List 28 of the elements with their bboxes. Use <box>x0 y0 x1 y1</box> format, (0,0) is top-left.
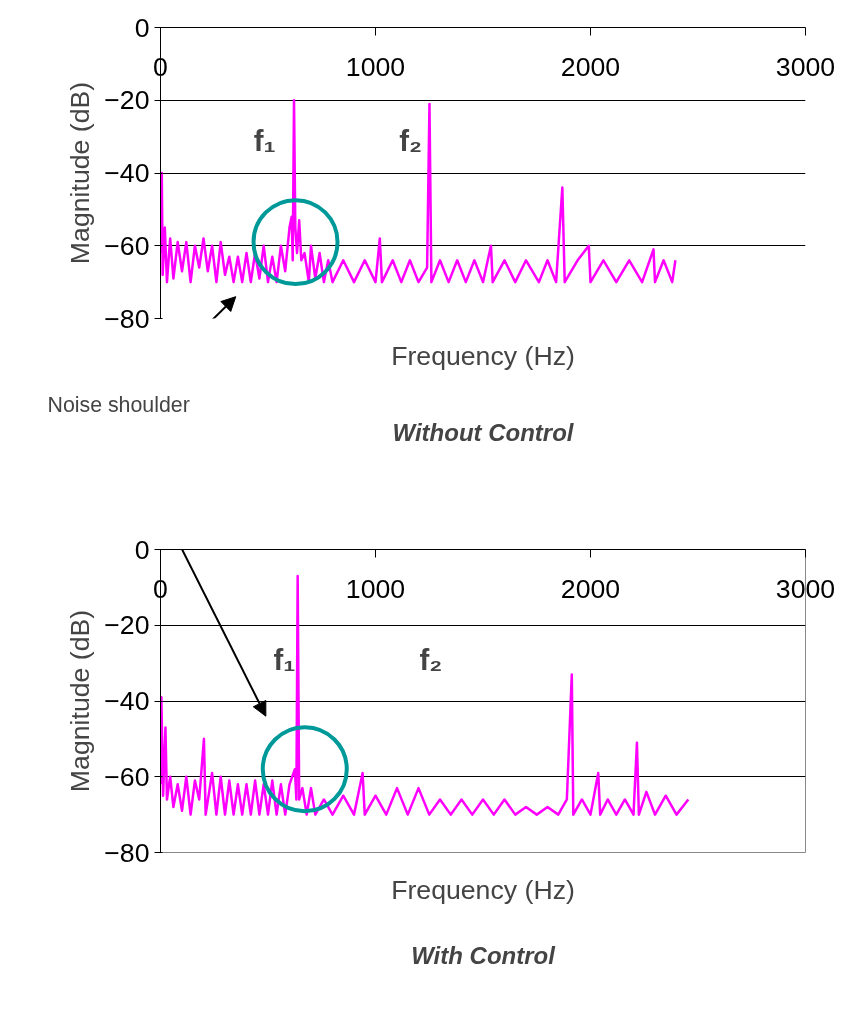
x-tick-label: 3000 <box>775 573 836 604</box>
annotation: f₂ <box>419 642 443 676</box>
x-tick-label: 1000 <box>345 573 406 604</box>
y-tick-label: −80 <box>104 303 150 334</box>
x-tick-label: 3000 <box>775 51 836 82</box>
x-tick-label: 1000 <box>345 51 406 82</box>
y-axis-title: Magnitude (dB) <box>65 609 96 793</box>
y-axis-title: Magnitude (dB) <box>65 81 96 265</box>
x-axis-title: Frequency (Hz) <box>391 874 575 905</box>
x-tick-label: 2000 <box>560 573 621 604</box>
y-tick-label: −40 <box>104 158 150 188</box>
y-tick-label: −20 <box>104 85 150 116</box>
x-axis-title: Frequency (Hz) <box>391 340 575 371</box>
y-tick-label: −20 <box>104 610 150 641</box>
y-tick-label: −40 <box>104 686 150 716</box>
line-series <box>160 99 677 284</box>
annotation: f₁ <box>273 642 296 676</box>
y-tick-label: −80 <box>104 837 150 868</box>
y-tick-label: 0 <box>134 534 150 565</box>
y-tick-label: 0 <box>134 12 150 43</box>
text: Noise shoulder <box>47 392 190 417</box>
y-tick-label: −60 <box>104 230 150 261</box>
x-tick-label: 2000 <box>560 51 621 82</box>
annotation: f₁ <box>253 123 276 157</box>
text: With Control <box>411 941 557 969</box>
annotation: f₂ <box>399 123 422 157</box>
text: Without Control <box>392 418 575 446</box>
y-tick-label: −60 <box>104 761 150 792</box>
